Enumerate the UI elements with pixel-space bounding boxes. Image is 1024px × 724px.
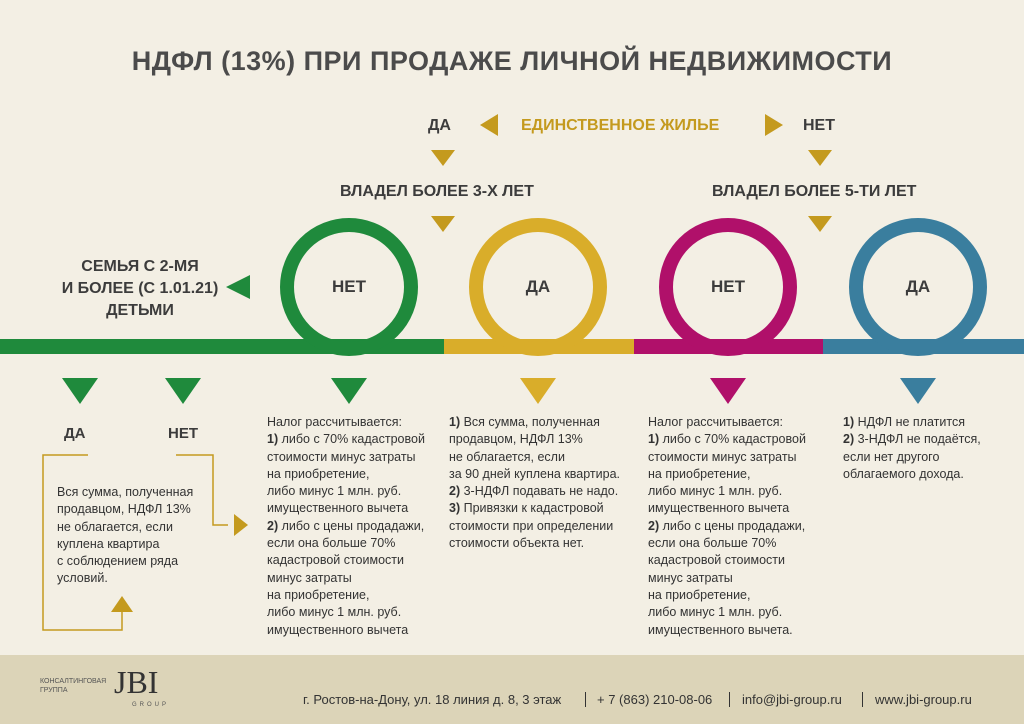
top-no: НЕТ (803, 117, 835, 134)
top-yes: ДА (428, 117, 451, 134)
column: 1) Вся сумма, полученная продавцом, НДФЛ … (449, 414, 620, 552)
column-line: продавцом, НДФЛ 13% (449, 432, 583, 447)
family-arrow (226, 275, 250, 299)
company-line: КОНСАЛТИНГОВАЯ (40, 678, 107, 685)
column-line: на приобретение, (648, 587, 751, 602)
column-line: стоимости минус затраты (648, 449, 797, 464)
column-line: кадастровой стоимости (648, 553, 785, 568)
family-line: И БОЛЕЕ (С 1.01.21) (61, 280, 219, 297)
note-line: не облагается, если (57, 519, 173, 534)
up-arrow (111, 596, 133, 612)
column-line: 3) Привязки к кадастровой (449, 501, 604, 516)
column-line: имущественного вычета (267, 501, 409, 516)
column-line: 2) 3-НДФЛ подавать не надо. (449, 484, 619, 499)
column-line: Налог рассчитывается: (648, 415, 783, 429)
column-line: стоимости объекта нет. (449, 536, 585, 551)
site: www.jbi-group.ru (875, 692, 972, 707)
column-line: стоимости минус затраты (267, 449, 416, 464)
column-line: 1) НДФЛ не платится (843, 415, 965, 429)
footer (0, 655, 1024, 724)
column-line: Налог рассчитывается: (267, 415, 402, 429)
column-line: 1) либо с 70% кадастровой (648, 432, 806, 447)
column-line: кадастровой стоимости (267, 553, 404, 568)
family-note: Вся сумма, полученная продавцом, НДФЛ 13%… (57, 484, 193, 588)
family-line: ДЕТЬМИ (106, 302, 174, 319)
note-line: Вся сумма, полученная (57, 485, 194, 499)
column-line: минус затраты (648, 570, 733, 585)
circle-label: НЕТ (711, 277, 745, 296)
column-line: либо минус 1 млн. руб. (267, 605, 402, 620)
separator (729, 692, 730, 707)
column: Налог рассчитывается: 1) либо с 70% кадас… (648, 414, 806, 639)
branch-right: ВЛАДЕЛ БОЛЕЕ 5-ТИ ЛЕТ (712, 183, 917, 200)
note-line: куплена квартира (57, 536, 160, 551)
title: НДФЛ (13%) ПРИ ПРОДАЖЕ ЛИЧНОЙ НЕДВИЖИМОС… (131, 46, 893, 76)
circle-label: ДА (905, 277, 931, 296)
family-block: СЕМЬЯ С 2-МЯ И БОЛЕЕ (С 1.01.21) ДЕТЬМИ (40, 256, 240, 322)
column-line: имущественного вычета (648, 501, 790, 516)
column: Налог рассчитывается: 1) либо с 70% кадас… (267, 414, 425, 639)
note-line: условий. (57, 571, 108, 586)
right-arrow (234, 514, 248, 536)
circle-label: НЕТ (332, 277, 366, 296)
branch-left: ВЛАДЕЛ БОЛЕЕ 3-Х ЛЕТ (340, 183, 534, 200)
column-line: если она больше 70% (648, 536, 777, 551)
column-line: минус затраты (267, 570, 352, 585)
family-yes: ДА (64, 425, 86, 442)
down-arrows (62, 378, 936, 404)
diagram-shapes (0, 114, 1024, 631)
column-line: не облагается, если (449, 449, 565, 464)
column-line: 2) 3-НДФЛ не подаётся, (843, 432, 981, 447)
email: info@jbi-group.ru (742, 692, 842, 707)
logo-group: GROUP (132, 702, 170, 708)
phone: + 7 (863) 210-08-06 (597, 692, 713, 707)
circle-label: ДА (525, 277, 551, 296)
column-line: на приобретение, (267, 466, 370, 481)
column-line: либо минус 1 млн. руб. (648, 484, 783, 499)
family-line: СЕМЬЯ С 2-МЯ (81, 258, 199, 275)
note-line: с соблюдением ряда (57, 554, 179, 569)
separator (585, 692, 586, 707)
top-question: ЕДИНСТВЕННОЕ ЖИЛЬЕ (521, 117, 720, 134)
column-line: на приобретение, (267, 587, 370, 602)
column-line: облагаемого дохода. (843, 466, 964, 481)
column: 1) НДФЛ не платится 2) 3-НДФЛ не подаётся… (843, 414, 981, 483)
column-line: за 90 дней куплена квартира. (449, 466, 621, 481)
address: г. Ростов-на-Дону, ул. 18 линия д. 8, 3 … (303, 692, 562, 707)
column-line: либо минус 1 млн. руб. (267, 484, 402, 499)
column-line: либо минус 1 млн. руб. (648, 605, 783, 620)
column-line: имущественного вычета (267, 622, 409, 637)
logo: JBI (114, 664, 159, 700)
separator (862, 692, 863, 707)
column-line: 2) либо с цены продадажи, (267, 518, 425, 533)
column-line: имущественного вычета. (648, 622, 793, 637)
column-line: если она больше 70% (267, 536, 396, 551)
circles (280, 218, 987, 356)
column-line: на приобретение, (648, 466, 751, 481)
brackets (42, 454, 228, 631)
note-line: продавцом, НДФЛ 13% (57, 502, 191, 517)
gold-arrows (431, 114, 832, 232)
column-line: если нет другого (843, 449, 940, 464)
logo-company: КОНСАЛТИНГОВАЯ ГРУППА (40, 677, 106, 695)
company-line: ГРУППА (40, 687, 68, 694)
column-line: стоимости при определении (449, 518, 614, 533)
column-line: 2) либо с цены продадажи, (648, 518, 806, 533)
family-no: НЕТ (168, 425, 198, 442)
column-line: 1) Вся сумма, полученная (449, 415, 600, 429)
column-line: 1) либо с 70% кадастровой (267, 432, 425, 447)
